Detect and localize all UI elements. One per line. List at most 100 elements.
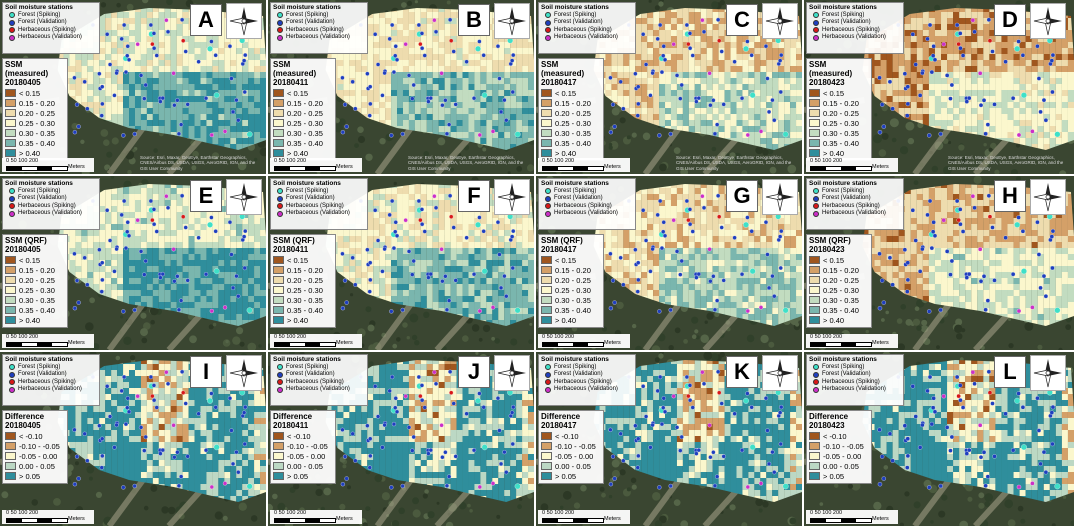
station-marker [447,122,452,127]
raster-cell [75,54,82,60]
raster-cell [676,36,683,42]
raster-cell [941,8,948,12]
raster-cell [152,18,159,24]
raster-cell [971,60,978,66]
raster-cell [194,120,201,126]
tree-canopy [166,0,173,6]
tree-canopy [872,134,882,144]
station-legend-item: Forest (Validation) [273,19,365,27]
raster-cell [760,138,767,144]
north-arrow-icon [494,3,530,39]
raster-cell [659,72,666,78]
raster-cell [260,30,266,36]
raster-cell [408,66,415,72]
raster-cell [916,96,923,102]
station-legend-label: Forest (Validation) [286,19,335,25]
station-marker [422,53,427,58]
raster-cell [450,120,457,126]
tree-canopy [126,3,134,11]
raster-cell [641,60,648,66]
raster-cell [688,84,695,90]
raster-cell [236,84,243,90]
raster-cell [498,84,505,90]
tree-canopy [507,171,511,174]
station-marker [749,53,754,58]
raster-cell [522,78,529,84]
raster-cell [688,102,695,108]
raster-cell [414,120,421,126]
raster-cell [379,42,386,48]
raster-cell [528,120,534,126]
raster-cell [200,108,207,114]
raster-cell [977,78,984,84]
raster-cell [146,12,153,18]
raster-cell [670,12,677,18]
raster-cell [754,114,761,120]
raster-cell [629,54,636,60]
raster-cell [965,8,972,12]
raster-cell [760,144,767,150]
raster-cell [438,84,445,90]
raster-cell [462,42,469,48]
raster-cell [700,48,707,54]
raster-cell [129,78,135,84]
raster-cell [904,54,911,60]
raster-cell [432,120,439,126]
raster-cell [971,66,978,72]
raster-cell [87,90,94,96]
raster-cell [450,84,457,90]
raster-cell [158,126,165,132]
raster-cell [408,18,415,24]
raster-cell [995,66,1002,72]
raster-cell [700,102,707,108]
raster-cell [355,102,362,108]
raster-cell [772,96,779,102]
raster-cell [426,72,433,78]
raster-cell [242,78,249,84]
raster-cell [772,48,779,54]
raster-cell [355,96,362,102]
raster-cell [995,54,1002,60]
raster-cell [188,72,195,78]
station-marker [99,113,104,118]
station-marker [700,18,705,23]
raster-cell [93,72,100,78]
raster-cell [361,78,368,84]
raster-cell [522,138,529,144]
raster-cell [242,60,249,66]
raster-cell [480,126,487,132]
raster-cell [414,48,421,54]
raster-cell [212,48,219,54]
raster-cell [182,8,189,12]
raster-cell [462,36,469,42]
raster-cell [510,84,517,90]
raster-cell [408,102,415,108]
raster-cell [474,90,481,96]
raster-cell [164,72,171,78]
raster-cell [498,66,505,72]
raster-cell [492,120,499,126]
raster-cell [504,108,511,114]
raster-cell [724,78,731,84]
raster-cell [81,72,88,78]
raster-cell [718,24,725,30]
raster-cell [99,42,106,48]
tree-canopy [526,164,534,172]
raster-cell [188,60,195,66]
raster-cell [176,102,183,108]
raster-cell [152,66,159,72]
raster-cell [182,132,189,138]
raster-cell [772,126,779,132]
tree-canopy [608,145,613,150]
raster-cell [385,60,392,66]
station-marker [514,131,521,138]
raster-cell [706,126,713,132]
raster-cell [760,54,767,60]
raster-cell [910,24,917,30]
raster-cell [134,18,141,24]
raster-cell [134,48,141,54]
raster-cell [373,108,380,114]
raster-cell [647,114,654,120]
station-marker [778,89,783,95]
raster-cell [194,36,201,42]
